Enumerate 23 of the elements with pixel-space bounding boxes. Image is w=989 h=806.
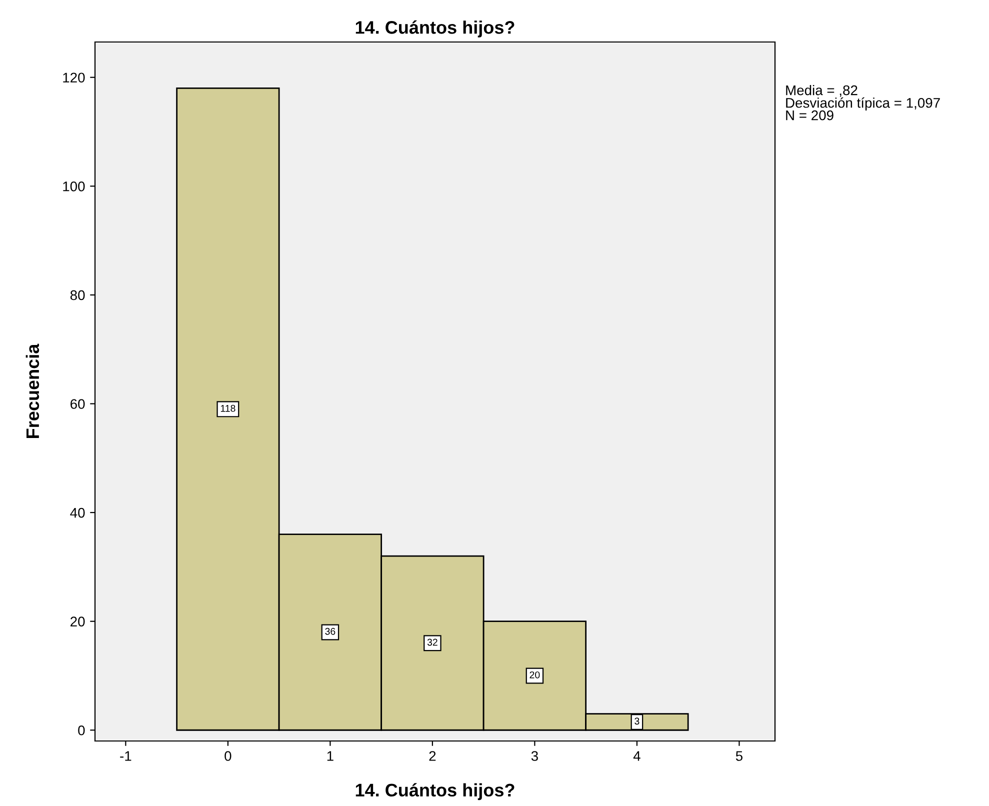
x-tick-label: 3: [531, 751, 538, 761]
y-tick-label: 100: [63, 181, 85, 192]
x-tick-label: 2: [429, 751, 436, 761]
x-tick-label: 5: [736, 751, 742, 761]
y-tick-label: 120: [63, 72, 85, 83]
chart-title: 14. Cuántos hijos?: [356, 20, 514, 38]
x-tick-label: 4: [633, 751, 640, 761]
y-tick-label: 60: [70, 399, 85, 409]
y-tick-label: 20: [70, 616, 85, 626]
data-label: 118: [220, 404, 236, 412]
data-label: 20: [530, 671, 540, 678]
y-axis-title: Frecuencia: [26, 344, 40, 438]
text: Media = ,82 Desviación típica = 1,097 N = 209: [786, 85, 940, 120]
data-label: 32: [427, 638, 438, 646]
y-tick-label: 0: [78, 725, 85, 736]
y-tick-label: 40: [70, 508, 85, 518]
data-label: 3: [634, 718, 640, 725]
x-axis-title: 14. Cuántos hijos?: [356, 783, 514, 800]
x-tick-label: 1: [327, 751, 334, 761]
data-label: 36: [325, 628, 336, 635]
x-tick-label: -1: [120, 751, 132, 761]
x-tick-label: 0: [224, 751, 232, 761]
y-tick-label: 80: [70, 290, 85, 300]
